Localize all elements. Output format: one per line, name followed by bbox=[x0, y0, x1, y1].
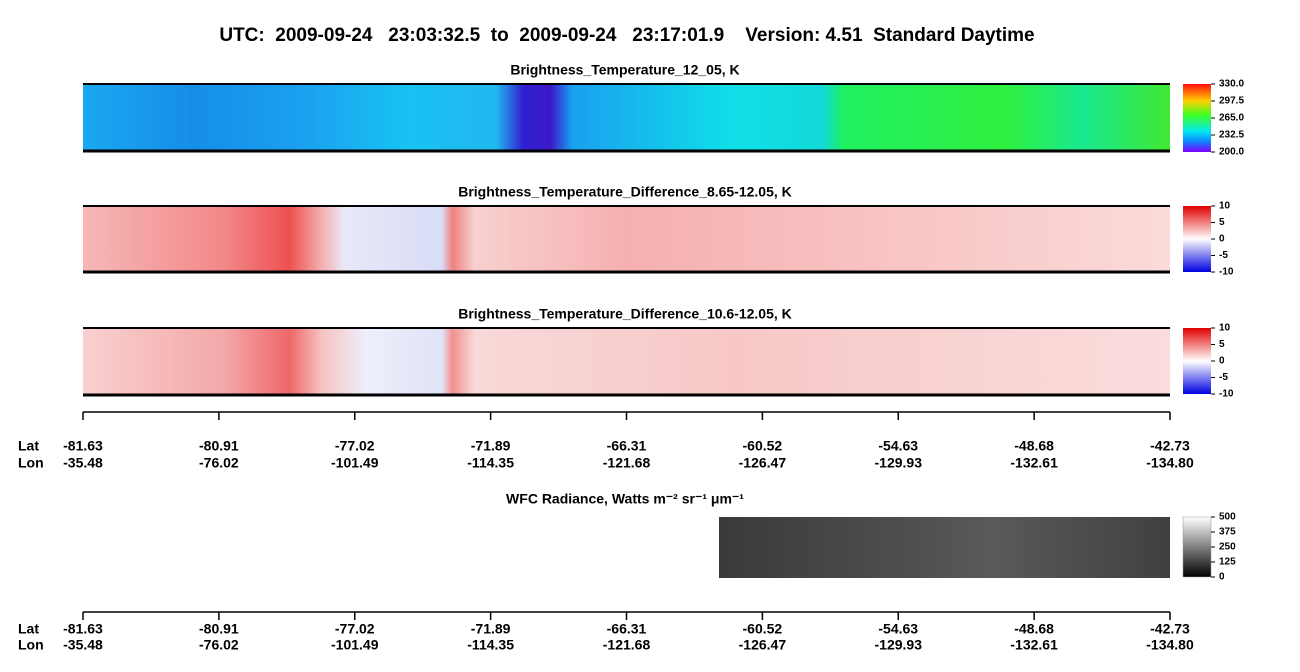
lat-value: -54.63 bbox=[878, 621, 918, 637]
lon-value: -76.02 bbox=[199, 455, 239, 471]
colorbar-label: 0 bbox=[1219, 234, 1225, 245]
colorbar-label: 10 bbox=[1219, 201, 1231, 212]
lon-value: -121.68 bbox=[603, 637, 651, 653]
panel-title: WFC Radiance, Watts m⁻² sr⁻¹ μm⁻¹ bbox=[506, 491, 744, 507]
lon-value: -134.80 bbox=[1146, 455, 1194, 471]
lon-value: -121.68 bbox=[603, 455, 651, 471]
lat-value: -81.63 bbox=[63, 621, 103, 637]
panel: Brightness_Temperature_Difference_10.6-1… bbox=[83, 306, 1211, 397]
lat-value: -42.73 bbox=[1150, 621, 1190, 637]
lon-value: -129.93 bbox=[875, 455, 923, 471]
colorbar-label: 250 bbox=[1219, 542, 1236, 553]
colorbar-label: 0 bbox=[1219, 572, 1225, 583]
lon-value: -35.48 bbox=[63, 637, 103, 653]
colorbar bbox=[1183, 328, 1211, 394]
colorbar-label: 297.5 bbox=[1219, 96, 1244, 107]
lon-value: -134.80 bbox=[1146, 637, 1194, 653]
lat-value: -71.89 bbox=[471, 438, 511, 454]
lon-label: Lon bbox=[18, 455, 44, 471]
colorbar-label: 125 bbox=[1219, 557, 1236, 568]
lon-value: -35.48 bbox=[63, 455, 103, 471]
panel-title: Brightness_Temperature_12_05, K bbox=[510, 62, 739, 78]
lon-value: -129.93 bbox=[875, 637, 923, 653]
lat-label: Lat bbox=[18, 438, 39, 454]
colorbar-label: 200.0 bbox=[1219, 147, 1244, 158]
colorbar-label: 10 bbox=[1219, 323, 1231, 334]
lon-value: -76.02 bbox=[199, 637, 239, 653]
lat-value: -66.31 bbox=[607, 621, 647, 637]
panel: WFC Radiance, Watts m⁻² sr⁻¹ μm⁻¹ bbox=[506, 491, 1212, 578]
colorbar-label: 265.0 bbox=[1219, 113, 1244, 124]
panel-title: Brightness_Temperature_Difference_8.65-1… bbox=[458, 184, 792, 200]
lat-value: -60.52 bbox=[743, 438, 783, 454]
colorbar bbox=[1183, 84, 1211, 152]
lon-value: -101.49 bbox=[331, 455, 379, 471]
lat-value: -48.68 bbox=[1014, 621, 1054, 637]
colorbar bbox=[1182, 516, 1212, 578]
lon-value: -126.47 bbox=[739, 637, 787, 653]
colorbar-label: 5 bbox=[1219, 217, 1225, 228]
lat-value: -60.52 bbox=[743, 621, 783, 637]
colorbar-label: 5 bbox=[1219, 339, 1225, 350]
image bbox=[83, 206, 1170, 272]
lon-value: -126.47 bbox=[739, 455, 787, 471]
panel: Brightness_Temperature_Difference_8.65-1… bbox=[83, 184, 1211, 274]
image bbox=[719, 517, 1170, 578]
colorbar-label: -5 bbox=[1219, 250, 1228, 261]
panel: Brightness_Temperature_12_05, K bbox=[83, 62, 1211, 153]
image bbox=[83, 84, 1170, 151]
colorbar-label: 0 bbox=[1219, 356, 1225, 367]
title: UTC: 2009-09-24 23:03:32.5 to 2009-09-24… bbox=[219, 25, 1034, 46]
lat-value: -80.91 bbox=[199, 438, 239, 454]
lon-value: -114.35 bbox=[467, 637, 514, 653]
lat-value: -81.63 bbox=[63, 438, 103, 454]
lon-value: -114.35 bbox=[467, 455, 514, 471]
lat-value: -54.63 bbox=[878, 438, 918, 454]
lat-value: -77.02 bbox=[335, 438, 375, 454]
colorbar-label: -5 bbox=[1219, 372, 1228, 383]
colorbar bbox=[1183, 206, 1211, 272]
colorbar-label: 375 bbox=[1219, 527, 1236, 538]
image bbox=[83, 328, 1170, 395]
colorbar-label: 232.5 bbox=[1219, 130, 1244, 141]
lat-value: -48.68 bbox=[1014, 438, 1054, 454]
colorbar-label: -10 bbox=[1219, 389, 1234, 400]
lat-value: -42.73 bbox=[1150, 438, 1190, 454]
colorbar-label: -10 bbox=[1219, 267, 1234, 278]
colorbar-label: 330.0 bbox=[1219, 79, 1244, 90]
lon-value: -132.61 bbox=[1010, 637, 1058, 653]
lat-label: Lat bbox=[18, 621, 39, 637]
colorbar-label: 500 bbox=[1219, 512, 1236, 523]
lon-label: Lon bbox=[18, 637, 44, 653]
lat-value: -66.31 bbox=[607, 438, 647, 454]
lat-value: -80.91 bbox=[199, 621, 239, 637]
lon-value: -101.49 bbox=[331, 637, 379, 653]
lat-value: -71.89 bbox=[471, 621, 511, 637]
panel-title: Brightness_Temperature_Difference_10.6-1… bbox=[458, 306, 792, 322]
lon-value: -132.61 bbox=[1010, 455, 1058, 471]
lat-value: -77.02 bbox=[335, 621, 375, 637]
